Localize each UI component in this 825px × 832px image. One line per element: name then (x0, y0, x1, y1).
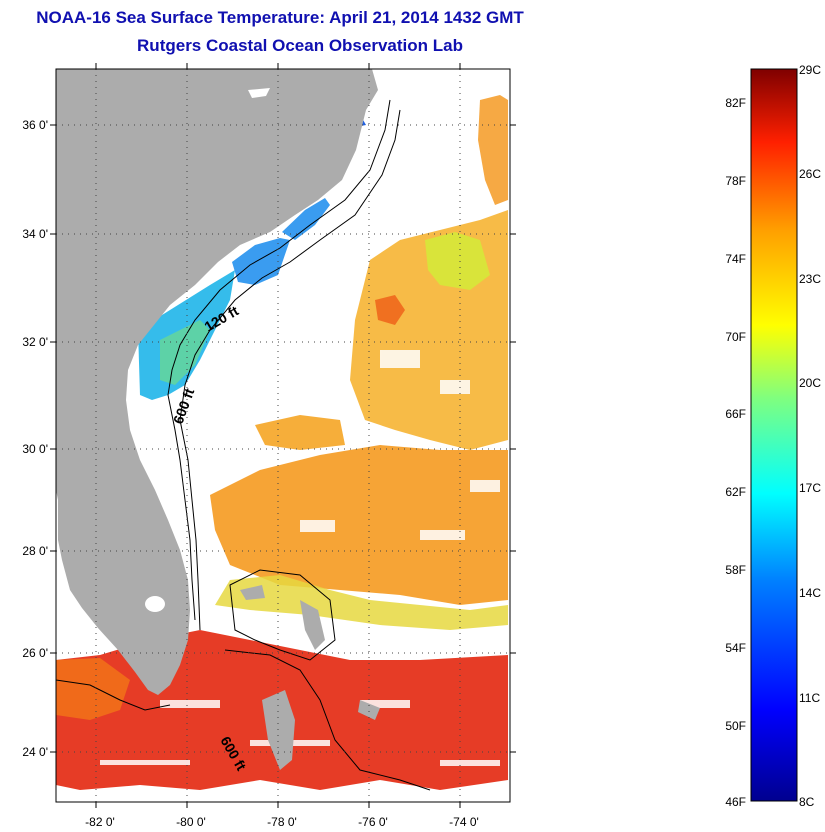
sst-orange-spot (375, 295, 405, 325)
colorbar-label-c: 11C (799, 691, 820, 705)
land-bahamas-3 (358, 700, 380, 720)
sst-nc-offshore-orange (478, 95, 508, 205)
colorbar (750, 68, 798, 802)
colorbar-label-f: 82F (725, 96, 746, 110)
colorbar-label-f: 58F (725, 563, 746, 577)
lon-tick-label: -76 0' (358, 815, 388, 829)
colorbar-f-labels: 82F 78F 74F 70F 66F 62F 58F 54F 50F 46F (725, 96, 746, 809)
lat-tick-label: 26 0' (22, 646, 48, 660)
lat-tick-label: 24 0' (22, 745, 48, 759)
lat-tick-label: 32 0' (22, 335, 48, 349)
colorbar-label-f: 62F (725, 485, 746, 499)
isobath-120ft (167, 99, 391, 621)
colorbar-label-c: 29C (799, 63, 821, 77)
lon-tick-label: -80 0' (176, 815, 206, 829)
colorbar-label-c: 17C (799, 481, 821, 495)
sst-gulf-stream-band (210, 445, 508, 605)
lon-tick-label: -78 0' (267, 815, 297, 829)
colorbar-label-f: 74F (725, 252, 746, 266)
lake (248, 88, 270, 98)
lon-tick-label: -74 0' (449, 815, 479, 829)
lat-labels: 36 0' 34 0' 32 0' 30 0' 28 0' 26 0' 24 0… (22, 118, 48, 759)
sst-nc-shelf (232, 238, 290, 285)
land-bahamas-4 (240, 585, 265, 600)
lake-okeechobee (145, 596, 165, 612)
isobath-600ft (179, 109, 401, 631)
colorbar-label-f: 54F (725, 641, 746, 655)
sst-bahamas-yellow (215, 575, 508, 630)
lat-tick-label: 28 0' (22, 544, 48, 558)
colorbar-label-c: 23C (799, 272, 821, 286)
colorbar-label-f: 78F (725, 174, 746, 188)
lon-labels: -82 0' -80 0' -78 0' -76 0' -74 0' (85, 815, 479, 829)
axis-ticks (50, 63, 516, 808)
colorbar-label-c: 26C (799, 167, 821, 181)
lat-tick-label: 36 0' (22, 118, 48, 132)
isobath-fl-south (56, 679, 171, 711)
map-frame (55, 68, 511, 803)
sst-nc-shelf-2 (282, 198, 330, 240)
colorbar-label-f: 46F (725, 795, 746, 809)
land-bahamas-1 (300, 600, 325, 650)
colorbar-label-f: 66F (725, 407, 746, 421)
lon-tick-label: -82 0' (85, 815, 115, 829)
colorbar-label-f: 50F (725, 719, 746, 733)
isobath-bahamas-south (224, 649, 431, 791)
isobath-bahamas (229, 569, 336, 661)
colorbar-label-c: 14C (799, 586, 821, 600)
map-title: NOAA-16 Sea Surface Temperature: April 2… (36, 8, 524, 27)
colorbar-label-f: 70F (725, 330, 746, 344)
lat-tick-label: 34 0' (22, 227, 48, 241)
map-subtitle: Rutgers Coastal Ocean Observation Lab (137, 36, 463, 55)
graticule (56, 69, 510, 802)
sst-yellow-patch (425, 232, 490, 290)
land-us-southeast (56, 69, 378, 695)
sst-fl-keys (56, 658, 130, 720)
colorbar-c-labels: 29C 26C 23C 20C 17C 14C 11C 8C (799, 63, 821, 809)
colorbar-label-c: 20C (799, 376, 821, 390)
colorbar-label-c: 8C (799, 795, 815, 809)
lat-tick-label: 30 0' (22, 442, 48, 456)
